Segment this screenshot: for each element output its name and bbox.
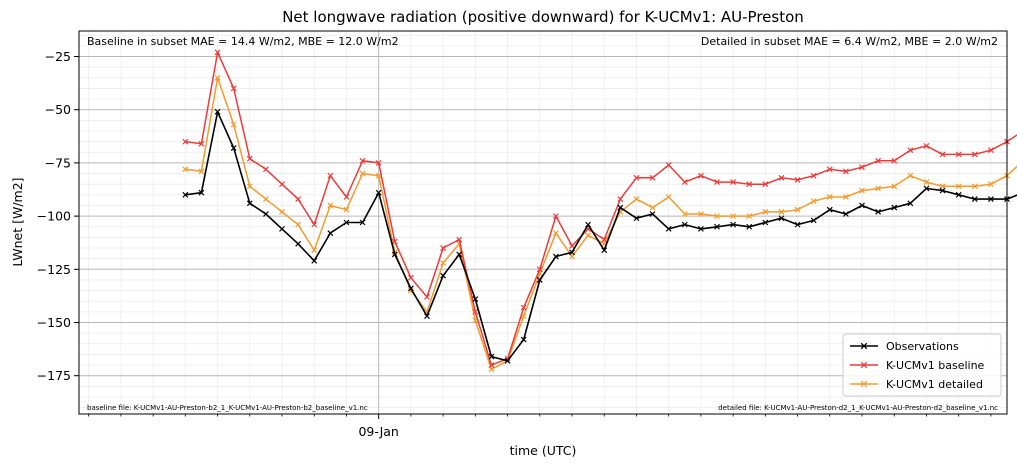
legend-label: Observations (886, 340, 959, 353)
y-tick-label: −175 (37, 368, 71, 383)
y-tick-label: −75 (45, 155, 71, 170)
legend-label: K-UCMv1 detailed (886, 378, 983, 391)
baseline-file-annotation: baseline file: K-UCMv1-AU-Preston-b2_1_K… (87, 404, 368, 412)
y-axis-label: LWnet [W/m2] (10, 177, 25, 266)
x-axis-label: time (UTC) (510, 443, 577, 458)
chart-title: Net longwave radiation (positive downwar… (282, 8, 804, 26)
y-tick-label: −125 (37, 262, 71, 277)
baseline-stats-annotation: Baseline in subset MAE = 14.4 W/m2, MBE … (87, 35, 399, 48)
y-tick-label: −100 (37, 209, 71, 224)
x-tick-label: 09-Jan (358, 424, 398, 439)
detailed-stats-annotation: Detailed in subset MAE = 6.4 W/m2, MBE =… (701, 35, 998, 48)
detailed-file-annotation: detailed file: K-UCMv1-AU-Preston-d2_1_K… (718, 404, 998, 412)
y-tick-label: −150 (37, 315, 71, 330)
legend-label: K-UCMv1 baseline (886, 359, 985, 372)
legend: Observations K-UCMv1 baseline K-UCMv1 deta… (843, 334, 1001, 396)
y-tick-label: −50 (45, 102, 71, 117)
y-tick-label: −25 (45, 49, 71, 64)
